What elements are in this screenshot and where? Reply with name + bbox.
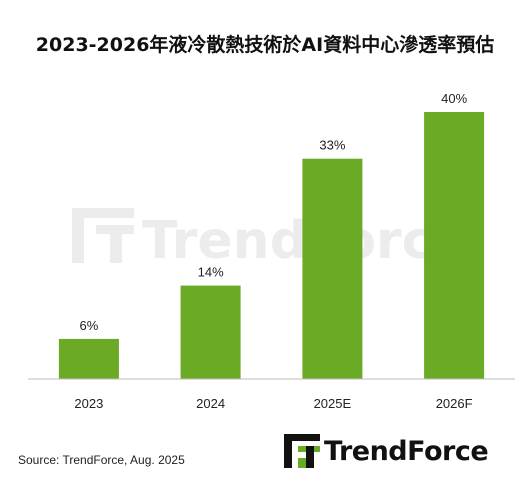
x-tick-label-2024: 2024 [196,396,225,411]
bar-2024 [180,285,241,379]
watermark-logo-mark [72,208,134,263]
trendforce-logo-icon [284,434,320,468]
data-label-2025E: 33% [319,138,345,153]
bar-2026F [424,112,485,379]
bar-2023 [58,338,119,379]
source-note: Source: TrendForce, Aug. 2025 [18,453,185,467]
data-label-2024: 14% [198,265,224,280]
x-tick-label-2023: 2023 [74,396,103,411]
x-tick-label-2025E: 2025E [314,396,352,411]
trendforce-logo: TrendForce [284,432,489,470]
watermark: TrendForce [72,208,468,271]
bar-2025E [302,158,363,379]
trendforce-logo-text: TrendForce [324,435,489,467]
chart-title: 2023-2026年液冷散熱技術於AI資料中心滲透率預估 [35,34,495,56]
data-label-2023: 6% [79,318,98,333]
x-tick-label-2026F: 2026F [436,396,473,411]
bars-group [58,112,485,379]
data-label-2026F: 40% [441,91,467,106]
labels-group: 6% 2023 14% 2024 33% 2025E 40% 2026F [74,91,472,411]
